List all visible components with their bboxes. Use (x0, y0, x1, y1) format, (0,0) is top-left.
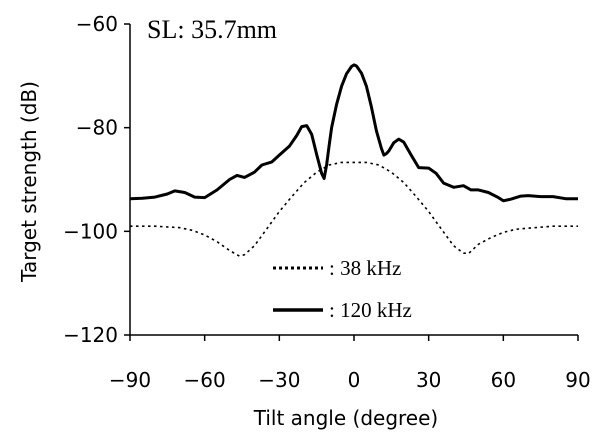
series-layer (129, 63, 578, 257)
y-tick-label: −80 (76, 116, 118, 140)
x-tick-label: −30 (258, 368, 300, 392)
chart-annotation: SL: 35.7mm (147, 15, 277, 44)
y-axis-label: Target strength (dB) (17, 81, 41, 283)
y-tick-label: −100 (63, 219, 118, 243)
legend: : 38 kHz : 120 kHz (273, 256, 412, 322)
x-tick-label: 60 (491, 368, 516, 392)
series-120khz-line (129, 63, 578, 203)
x-tick-label: −60 (184, 368, 226, 392)
y-axis-ticks: −120 −100 −80 −60 (63, 12, 130, 347)
legend-label: : 38 kHz (329, 256, 401, 280)
series-38khz-line (130, 161, 578, 257)
x-tick-label: 0 (348, 368, 361, 392)
legend-label: : 120 kHz (329, 298, 412, 322)
x-tick-label: 30 (416, 368, 441, 392)
plot-frame (129, 24, 578, 336)
y-tick-label: −60 (76, 12, 118, 36)
x-tick-label: −90 (109, 368, 151, 392)
y-tick-label: −120 (63, 323, 118, 347)
x-tick-label: 90 (565, 368, 590, 392)
x-axis-ticks: −90 −60 −30 0 30 60 90 (109, 335, 591, 392)
x-axis-label: Tilt angle (degree) (253, 406, 438, 430)
